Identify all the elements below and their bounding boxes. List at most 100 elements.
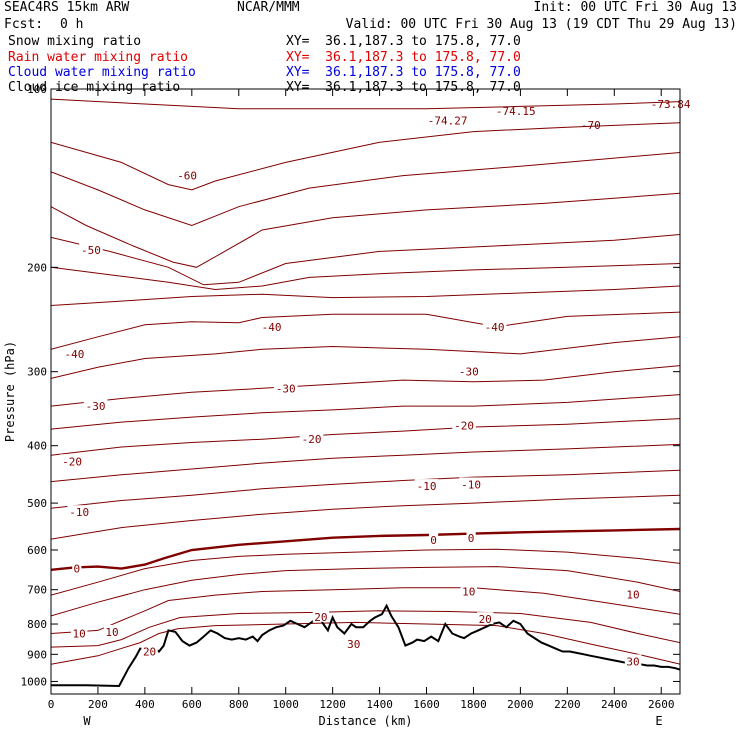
zero-isotherm-line [51,527,680,571]
contour-label-bg [141,644,158,657]
extreme-label: -74.27 [428,114,468,127]
isotherm-line [51,587,680,634]
contour-label: 0 [430,534,437,547]
contour-label: 0 [74,563,81,576]
x-tick-label: 2600 [648,698,675,711]
contour-label: -30 [276,382,296,395]
fcst-label: Fcst: [4,17,44,32]
contour-label-bg [299,432,324,445]
contour-label-bg [72,561,82,574]
isotherm-line [51,610,680,648]
y-tick-label: 800 [27,618,47,631]
isotherm-line [51,192,680,268]
x-tick-label: 1400 [366,698,393,711]
field-name-snow: Snow mixing ratio [8,34,142,49]
extreme-label: -74.15 [496,105,536,118]
field-xy-cloud-ice: XY= 36.1,187.3 to 175.8, 77.0 [286,80,521,95]
isotherm-line [51,418,680,456]
field-xy-cloud-water: XY= 36.1,187.3 to 175.8, 77.0 [286,65,521,80]
contour-label: -10 [417,480,437,493]
x-tick-label: 2200 [554,698,581,711]
y-tick-label: 1000 [21,675,48,688]
x-tick-label: 1000 [272,698,299,711]
contour-label-bg [103,624,121,637]
contour-label-bg [459,477,483,490]
isotherm-line [51,469,680,509]
x-tick-label: 2000 [507,698,534,711]
contour-label-bg [67,505,91,518]
x-tick-label: 1800 [460,698,487,711]
contour-label-bg [79,243,103,256]
contour-label: -30 [459,366,479,379]
contour-label: -30 [86,400,106,413]
y-axis-label: Pressure (hPa) [3,341,17,442]
x-tick-label: 1600 [413,698,440,711]
isotherm-line [51,394,680,430]
contour-label: 0 [468,532,475,545]
x-tick-label: 0 [48,698,55,711]
contour-label-bg [460,584,477,597]
field-xy-snow: XY= 36.1,187.3 to 175.8, 77.0 [286,34,521,49]
isotherm-line [51,152,680,227]
y-tick-label: 100 [27,83,47,96]
contour-label: 30 [626,655,639,668]
contour-label: -20 [454,420,474,433]
contour-label-bg [60,454,84,467]
contour-label-bg [345,637,362,650]
isotherm-line [51,621,680,665]
contour-label: -50 [81,244,101,257]
contour-label-bg [83,399,108,412]
contour-label-bg [428,532,439,545]
contour-label: 10 [462,586,475,599]
contour-label-bg [624,654,642,667]
field-name-rain: Rain water mixing ratio [8,50,189,65]
isotherm-line [51,548,680,596]
contour-label-bg [273,381,298,394]
contour-label-bg [482,319,507,332]
center-name: NCAR/MMM [237,0,300,15]
y-tick-label: 600 [27,544,47,557]
x-tick-label: 1200 [319,698,346,711]
contour-label-bg [259,319,284,332]
contour-label: 20 [314,611,327,624]
contour-label: 30 [347,638,360,651]
isotherm-line [51,285,680,306]
fcst-value: 0 h [60,17,84,32]
extreme-label: -70 [581,119,601,132]
contour-label: 10 [105,626,118,639]
contour-label: -60 [177,170,197,183]
valid-time: Valid: 00 UTC Fri 30 Aug 13 (19 CDT Thu … [345,17,737,32]
x-tick-label: 200 [88,698,108,711]
contour-label: -20 [62,455,82,468]
contour-label-bg [70,626,88,639]
isotherm-line [51,122,680,191]
contour-label-bg [476,612,494,625]
model-name: SEAC4RS 15km ARW [4,0,130,15]
contour-label-bg [175,168,199,181]
isotherm-line [51,311,680,350]
y-tick-label: 700 [27,584,47,597]
y-tick-label: 900 [27,648,47,661]
y-tick-label: 200 [27,261,47,274]
isotherm-line [51,98,680,110]
contour-label-bg [466,531,476,544]
y-tick-label: 300 [27,366,47,379]
west-label: W [83,714,91,728]
plot-frame [50,88,681,695]
contour-label: -10 [69,506,89,519]
contour-label-bg [456,364,481,377]
y-tick-label: 400 [27,440,47,453]
contour-label: 20 [479,613,492,626]
isotherm-line [51,494,680,540]
x-tick-label: 800 [229,698,249,711]
contour-label: 20 [143,645,156,658]
contour-label-bg [312,609,330,622]
isotherm-line [51,566,680,617]
contour-label: -40 [65,348,85,361]
init-time: Init: 00 UTC Fri 30 Aug 13 [533,0,738,15]
field-name-cloud-ice: Cloud ice mixing ratio [8,80,181,95]
extreme-label: -73.84 [651,98,691,111]
x-axis-label: Distance (km) [319,714,413,728]
contour-label: 10 [626,588,639,601]
